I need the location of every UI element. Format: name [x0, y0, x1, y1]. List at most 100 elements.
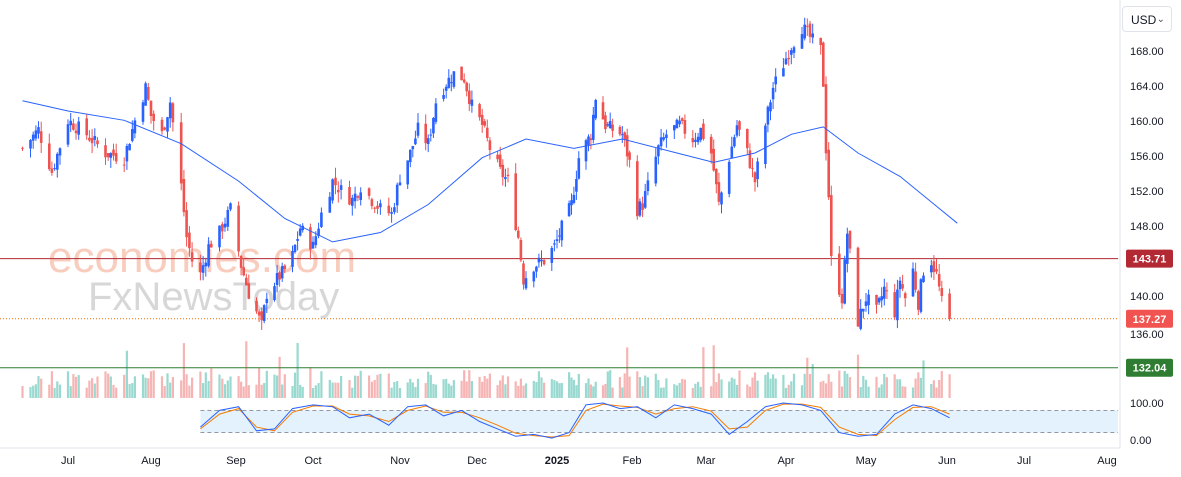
volume-bar — [790, 381, 793, 398]
currency-dropdown[interactable]: USD ⌄ — [1122, 6, 1172, 32]
candle-body — [782, 68, 785, 77]
current-tag-label: 137.27 — [1133, 314, 1167, 326]
volume-bar — [864, 379, 868, 398]
candle-body — [898, 280, 902, 290]
volume-bar — [922, 360, 925, 398]
volume-bar — [334, 382, 337, 398]
candle-body — [733, 137, 736, 147]
candle-body — [223, 223, 227, 228]
volume-bar — [514, 381, 517, 398]
candle-body — [806, 25, 809, 27]
candle-body — [470, 99, 474, 106]
candle-body — [683, 120, 687, 134]
volume-bar — [621, 387, 624, 398]
candle-body — [432, 118, 435, 134]
volume-bar — [522, 385, 525, 398]
oscillator-tick-label: 0.00 — [1130, 435, 1151, 447]
candle-body — [88, 137, 91, 141]
volume-bar — [447, 383, 450, 398]
volume-bar — [58, 384, 62, 398]
candle-body — [188, 232, 191, 249]
x-tick-label: Aug — [1097, 455, 1117, 467]
candle-body — [109, 153, 113, 158]
volume-bar — [784, 388, 788, 398]
volume-bar — [827, 374, 830, 398]
y-tick-label: 160.00 — [1130, 116, 1164, 128]
volume-bar — [646, 377, 649, 398]
candle-body — [877, 298, 881, 303]
candle-body — [893, 292, 896, 318]
volume-bar — [37, 376, 40, 398]
volume-bar — [628, 376, 631, 398]
volume-bar — [160, 376, 164, 398]
volume-bar — [311, 388, 315, 398]
candle-body — [265, 298, 269, 304]
volume-bar — [29, 387, 32, 398]
candle-body — [522, 263, 525, 285]
oscillator-k-line — [200, 402, 950, 439]
candle-body — [532, 271, 536, 282]
candle-body — [917, 291, 920, 310]
candle-body — [696, 136, 700, 143]
volume-bar — [606, 371, 609, 398]
candle-body — [29, 139, 32, 149]
volume-bar — [411, 382, 414, 398]
volume-bar — [504, 384, 507, 398]
volume-bar — [550, 379, 553, 398]
candle-body — [727, 161, 731, 194]
volume-bar — [766, 372, 769, 398]
candle-body — [830, 195, 833, 256]
candle-body — [717, 182, 721, 202]
volume-bar — [587, 378, 590, 398]
volume-bar — [898, 379, 902, 398]
candle-body — [179, 122, 183, 184]
oscillator-tick-label: 100.00 — [1130, 398, 1164, 410]
volume-bar — [283, 374, 286, 398]
volume-bar — [260, 384, 263, 398]
volume-bar — [746, 384, 749, 398]
volume-bar — [553, 380, 556, 398]
volume-bar — [34, 384, 37, 398]
candle-body — [808, 23, 812, 37]
candle-body — [838, 253, 841, 295]
candle-body — [237, 205, 240, 252]
volume-bar — [373, 380, 376, 398]
candle-body — [790, 50, 793, 55]
volume-bar — [769, 378, 772, 398]
x-tick-label: Jul — [61, 455, 75, 467]
candle-body — [665, 134, 668, 138]
candle-body — [694, 139, 697, 142]
candle-body — [875, 294, 878, 305]
volume-bar — [932, 380, 935, 398]
candle-body — [452, 71, 456, 87]
volume-bar — [843, 371, 846, 398]
y-tick-label: 136.00 — [1130, 329, 1164, 341]
candle-body — [414, 138, 417, 145]
volume-bar — [623, 373, 626, 398]
candle-body — [112, 149, 115, 156]
candle-body — [291, 251, 294, 267]
candle-body — [628, 152, 631, 160]
candle-body — [393, 207, 396, 213]
candle-body — [675, 119, 679, 129]
volume-bar — [340, 376, 343, 398]
candle-body — [141, 102, 145, 122]
moving-average — [22, 100, 958, 243]
candle-body — [535, 266, 538, 272]
candle-body — [811, 33, 814, 38]
volume-bar — [276, 375, 279, 398]
candle-body — [764, 125, 767, 164]
volume-bar — [245, 341, 248, 398]
volume-bar — [478, 376, 481, 398]
currency-value: USD — [1131, 13, 1157, 27]
volume-bar — [414, 387, 417, 398]
candle-body — [411, 146, 415, 150]
volume-bar — [782, 374, 785, 398]
candle-body — [787, 57, 790, 60]
candle-body — [348, 187, 351, 205]
candle-body — [96, 140, 99, 145]
candle-body — [34, 130, 38, 139]
candle-body — [353, 193, 357, 202]
candle-body — [128, 144, 131, 151]
